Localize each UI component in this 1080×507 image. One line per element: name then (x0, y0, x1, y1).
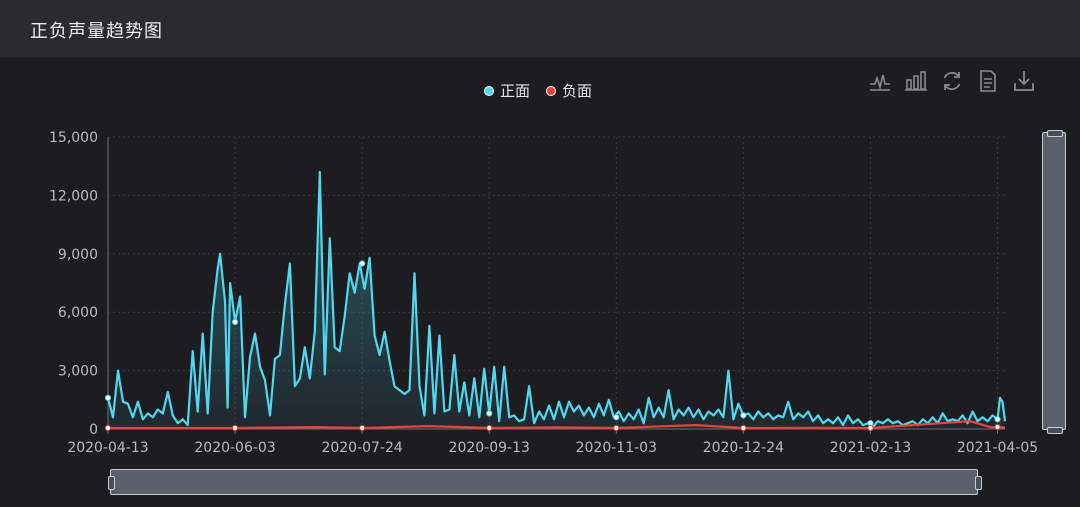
download-button[interactable] (1012, 66, 1036, 96)
series-negative-point (231, 424, 239, 432)
refresh-button[interactable] (940, 66, 964, 96)
download-icon (1014, 71, 1034, 91)
series-negative-line (108, 420, 1006, 430)
series-positive-area (108, 172, 1005, 429)
x-zoom-slider[interactable] (108, 469, 982, 495)
series-negative-point (486, 424, 493, 432)
data-view-icon (980, 70, 996, 92)
series-negative-point (104, 424, 112, 432)
y-tick-label: 15,000 (49, 130, 98, 146)
series-negative-point (359, 424, 366, 432)
chart-legend: 正面 负面 (484, 80, 592, 101)
y-zoom-track (1042, 132, 1066, 430)
legend-negative-dot (546, 85, 557, 96)
series-positive-point (613, 414, 620, 421)
x-tick-label: 2020-12-24 (703, 440, 784, 456)
y-tick-label: 9,000 (58, 247, 98, 263)
series-negative-point (613, 424, 620, 432)
chart-toolbox (868, 66, 1036, 96)
legend-positive-label: 正面 (500, 82, 531, 100)
series-positive-point (359, 260, 366, 267)
y-zoom-handle-bottom[interactable] (1047, 427, 1063, 434)
y-tick-label: 3,000 (58, 364, 98, 380)
y-zoom-handle-top[interactable] (1047, 130, 1063, 137)
x-zoom-handle-left[interactable] (108, 476, 115, 490)
series-positive-line (106, 170, 1007, 429)
y-tick-label: 12,000 (49, 188, 98, 204)
data-view-button[interactable] (976, 66, 1000, 96)
bar-chart-icon (905, 71, 927, 91)
x-tick-label: 2020-07-24 (321, 440, 402, 456)
legend-negative-label: 负面 (562, 82, 593, 100)
x-zoom-track (110, 469, 978, 495)
x-tick-label: 2020-06-03 (194, 440, 275, 456)
series-positive-point (231, 318, 239, 326)
legend-item-negative[interactable]: 负面 (546, 80, 592, 101)
series-negative-point (994, 423, 1001, 431)
series-positive-point (994, 416, 1001, 423)
bar-chart-button[interactable] (904, 66, 928, 96)
x-tick-label: 2020-09-13 (449, 440, 530, 456)
series-positive-point (486, 410, 493, 417)
series-positive-point (104, 394, 112, 401)
x-tick-label: 2020-11-03 (576, 440, 657, 456)
x-zoom-handle-right[interactable] (975, 476, 982, 490)
line-chart-button[interactable] (868, 66, 892, 96)
refresh-icon (943, 71, 961, 91)
x-tick-label: 2021-02-13 (830, 440, 911, 456)
y-tick-label: 0 (89, 422, 98, 438)
series-negative-point (740, 424, 747, 432)
legend-positive-dot (484, 85, 494, 96)
series-negative-point (867, 424, 874, 432)
series-positive-point (740, 412, 747, 419)
line-chart-icon (870, 74, 890, 91)
y-tick-label: 6,000 (58, 305, 98, 321)
panel-title: 正负声量趋势图 (30, 21, 163, 42)
legend-item-positive[interactable]: 正面 (484, 80, 530, 101)
x-tick-label: 2020-04-13 (67, 440, 148, 456)
x-tick-label: 2021-04-05 (957, 440, 1038, 456)
panel-header: 正负声量趋势图 (0, 0, 1080, 58)
y-zoom-slider[interactable] (1042, 130, 1066, 434)
